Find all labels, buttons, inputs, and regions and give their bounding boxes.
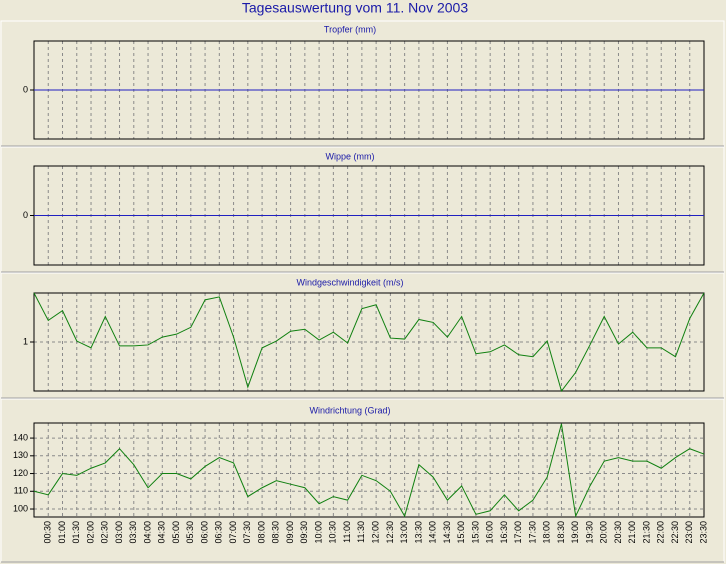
x-tick-label: 07:30 — [242, 521, 252, 544]
x-tick-label: 18:30 — [556, 521, 566, 544]
x-tick-label: 15:30 — [470, 521, 480, 544]
x-tick-label: 09:00 — [285, 521, 295, 544]
x-tick-label: 20:00 — [599, 521, 609, 544]
x-tick-label: 01:00 — [57, 521, 67, 544]
x-tick-label: 23:00 — [684, 521, 694, 544]
x-tick-label: 08:00 — [256, 521, 266, 544]
x-tick-label: 05:30 — [185, 521, 195, 544]
x-tick-label: 16:00 — [485, 521, 495, 544]
x-tick-label: 02:30 — [100, 521, 110, 544]
x-tick-label: 11:00 — [342, 521, 352, 543]
x-tick-label: 16:30 — [499, 521, 509, 544]
x-tick-label: 08:30 — [271, 521, 281, 544]
x-tick-label: 02:00 — [85, 521, 95, 544]
x-tick-label: 22:30 — [670, 521, 680, 544]
panel — [0, 20, 725, 147]
x-tick-label: 20:30 — [613, 521, 623, 544]
x-tick-label: 23:30 — [698, 521, 708, 544]
x-tick-label: 03:30 — [128, 521, 138, 544]
panel — [0, 146, 725, 273]
x-tick-label: 17:30 — [527, 521, 537, 544]
x-tick-label: 12:30 — [385, 521, 395, 544]
chart-title: Windrichtung (Grad) — [309, 405, 390, 415]
data-line — [33, 292, 705, 393]
panel — [0, 398, 725, 563]
y-tick-label: 140 — [13, 432, 28, 442]
x-tick-label: 04:00 — [142, 521, 152, 544]
x-tick-label: 12:00 — [371, 521, 381, 544]
x-tick-label: 06:30 — [214, 521, 224, 544]
y-tick-label: 130 — [13, 450, 28, 460]
x-tick-label: 06:00 — [199, 521, 209, 544]
data-line — [33, 423, 705, 518]
x-tick-label: 10:00 — [313, 521, 323, 544]
y-tick-label: 0 — [23, 84, 28, 94]
x-tick-label: 14:00 — [428, 521, 438, 544]
x-tick-label: 13:30 — [413, 521, 423, 544]
x-tick-label: 15:00 — [456, 521, 466, 544]
x-tick-label: 18:00 — [542, 521, 552, 544]
x-tick-label: 10:30 — [328, 521, 338, 544]
chart-title: Windgeschwindigkeit (m/s) — [296, 277, 403, 287]
panel — [0, 272, 725, 399]
plot-frame — [33, 422, 705, 518]
x-tick-label: 09:30 — [299, 521, 309, 544]
x-tick-label: 04:30 — [157, 521, 167, 544]
x-tick-label: 00:30 — [43, 521, 53, 544]
y-tick-label: 110 — [14, 486, 28, 496]
y-tick-label: 0 — [23, 210, 28, 220]
x-tick-label: 03:00 — [114, 521, 124, 544]
x-tick-label: 21:00 — [627, 521, 637, 544]
x-tick-label: 05:00 — [171, 521, 181, 544]
x-tick-label: 19:30 — [584, 521, 594, 544]
x-tick-label: 19:00 — [570, 521, 580, 544]
plot-frame — [33, 292, 705, 392]
x-tick-label: 21:30 — [641, 521, 651, 544]
y-tick-label: 100 — [13, 503, 28, 513]
x-tick-label: 13:00 — [399, 521, 409, 544]
chart-title: Tropfer (mm) — [324, 24, 376, 34]
y-tick-label: 1 — [23, 336, 28, 346]
x-tick-label: 11:30 — [356, 521, 366, 543]
x-tick-label: 14:30 — [442, 521, 452, 544]
x-tick-label: 01:30 — [71, 521, 81, 544]
chart-title: Wippe (mm) — [326, 151, 375, 161]
x-tick-label: 22:00 — [656, 521, 666, 544]
x-tick-label: 07:00 — [228, 521, 238, 544]
x-tick-label: 17:00 — [513, 521, 523, 544]
y-tick-label: 120 — [13, 468, 28, 478]
page-title: Tagesauswertung vom 11. Nov 2003 — [242, 0, 468, 16]
